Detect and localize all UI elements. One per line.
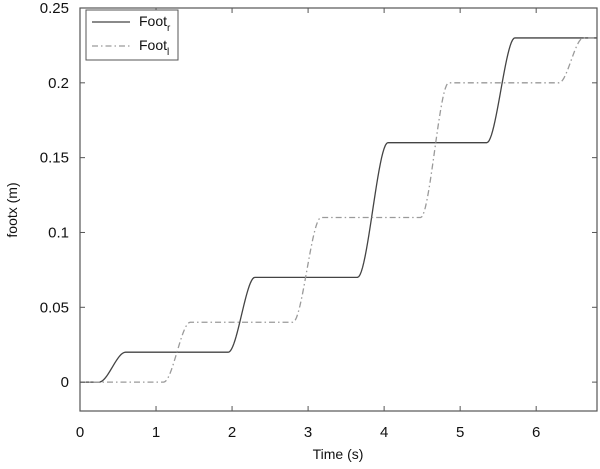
legend-label-foot-l: Footl [139,37,169,58]
x-tick-label: 3 [304,424,312,441]
legend-box [85,9,179,61]
x-tick-label: 1 [152,424,160,441]
x-tick-label: 0 [76,424,84,441]
plot-area [80,8,597,411]
legend: Footr Footl [85,9,179,61]
y-tick-label: 0.2 [48,75,69,92]
y-tick-label: 0.1 [48,224,69,241]
y-axis-ticks: 0 0.05 0.1 0.15 0.2 0.25 [40,0,597,391]
x-tick-label: 2 [228,424,236,441]
y-tick-label: 0 [61,374,69,391]
x-axis-label: Time (s) [313,446,364,462]
x-tick-label: 4 [380,424,388,441]
series-lines [80,37,597,383]
y-tick-label: 0.15 [40,150,69,167]
y-axis-label: footx (m) [4,182,20,237]
y-tick-label: 0.25 [40,0,69,17]
x-axis-ticks: 0 1 2 3 4 5 6 [76,8,540,441]
y-tick-label: 0.05 [40,299,69,316]
series-line-foot-l [80,37,597,383]
x-tick-label: 5 [456,424,464,441]
legend-label-foot-r: Footr [139,13,171,34]
x-tick-label: 6 [532,424,540,441]
plot-frame [79,7,598,412]
